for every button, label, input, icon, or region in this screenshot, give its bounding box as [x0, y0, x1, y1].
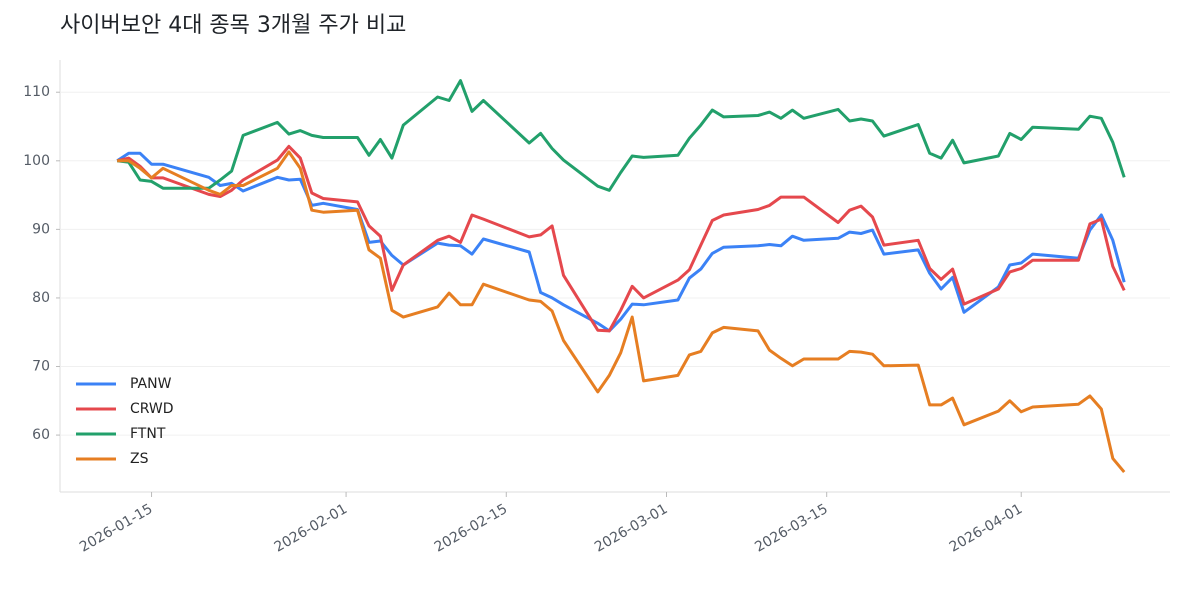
line [117, 79, 1126, 192]
y-tick-label: 100 [23, 153, 50, 169]
x-tick-label: 2026-04-01 [947, 501, 1025, 556]
legend-label: CRWD [130, 401, 174, 417]
y-tick-label: 70 [32, 359, 50, 375]
x-tick-label: 2026-02-01 [272, 501, 350, 556]
legend-label: ZS [130, 451, 149, 467]
x-tick-label: 2026-01-15 [77, 501, 155, 556]
chart-title: 사이버보안 4대 종목 3개월 주가 비교 [60, 13, 406, 38]
legend-label: PANW [130, 376, 172, 392]
line [116, 144, 1126, 333]
y-tick-label: 110 [23, 84, 50, 100]
y-tick-label: 60 [32, 427, 50, 443]
x-tick-label: 2026-02-15 [432, 501, 510, 556]
x-tick-label: 2026-03-01 [592, 501, 670, 556]
y-tick-label: 80 [32, 290, 50, 306]
line [117, 150, 1126, 474]
line [116, 151, 1126, 333]
x-tick-label: 2026-03-15 [752, 501, 830, 556]
legend-label: FTNT [130, 426, 166, 442]
y-tick-label: 90 [32, 221, 50, 237]
